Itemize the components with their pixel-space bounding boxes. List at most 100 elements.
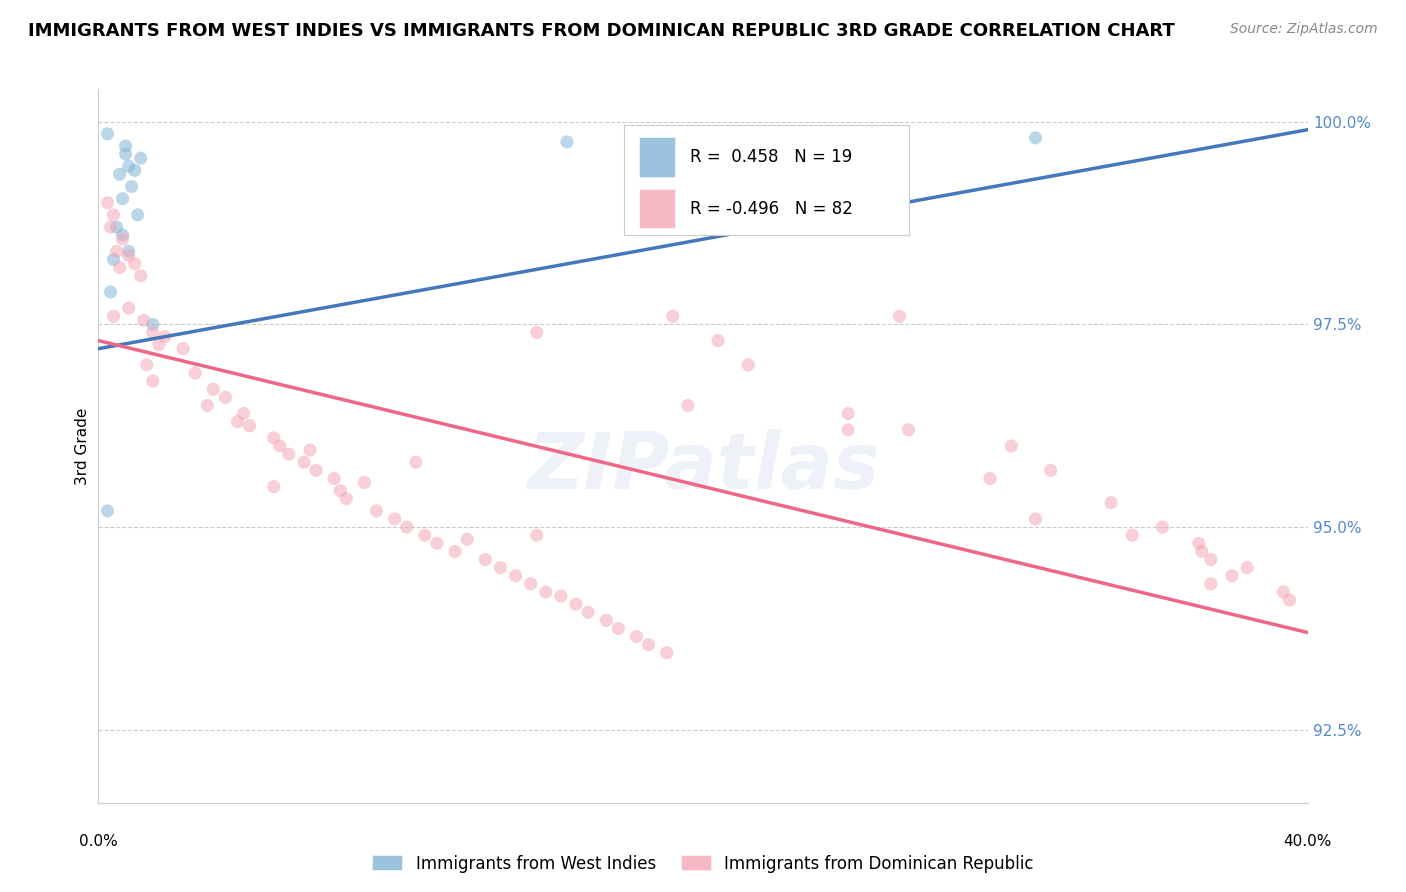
Point xyxy=(305,463,328,477)
Point xyxy=(405,455,427,469)
Point xyxy=(505,568,527,582)
Text: ZIPatlas: ZIPatlas xyxy=(527,429,879,506)
Point xyxy=(195,399,218,413)
Point xyxy=(111,232,134,246)
Point xyxy=(384,512,406,526)
Point xyxy=(323,471,346,485)
Point xyxy=(100,285,122,299)
Point xyxy=(1220,568,1243,582)
Point xyxy=(202,382,225,396)
Point xyxy=(103,208,125,222)
Point xyxy=(105,220,128,235)
Point xyxy=(1236,560,1258,574)
Point xyxy=(837,407,859,421)
Bar xyxy=(638,137,675,177)
Point xyxy=(707,334,730,348)
Point xyxy=(118,301,141,315)
Point xyxy=(1099,496,1122,510)
Point xyxy=(526,326,548,340)
Point xyxy=(96,195,118,210)
Point xyxy=(135,358,157,372)
Point xyxy=(103,252,125,267)
Point xyxy=(105,244,128,259)
Point xyxy=(214,390,236,404)
Point xyxy=(1272,585,1295,599)
Bar xyxy=(624,125,908,235)
Point xyxy=(565,597,588,611)
Point xyxy=(299,443,322,458)
Point xyxy=(595,613,617,627)
Point xyxy=(118,244,141,259)
Point xyxy=(737,358,759,372)
Point xyxy=(576,605,599,619)
Point xyxy=(1039,463,1062,477)
Point xyxy=(534,585,557,599)
Point xyxy=(114,139,136,153)
Point xyxy=(1188,536,1211,550)
Point xyxy=(456,533,478,547)
Point xyxy=(444,544,467,558)
Point xyxy=(239,418,262,433)
Point xyxy=(366,504,388,518)
Point xyxy=(226,415,249,429)
Point xyxy=(142,318,165,332)
Legend: Immigrants from West Indies, Immigrants from Dominican Republic: Immigrants from West Indies, Immigrants … xyxy=(366,848,1040,880)
Point xyxy=(118,248,141,262)
Point xyxy=(519,577,541,591)
Y-axis label: 3rd Grade: 3rd Grade xyxy=(75,408,90,484)
Point xyxy=(1152,520,1174,534)
Point xyxy=(1199,577,1222,591)
Point xyxy=(142,326,165,340)
Point xyxy=(172,342,194,356)
Point xyxy=(232,407,254,421)
Point xyxy=(626,630,648,644)
Point xyxy=(277,447,299,461)
Point xyxy=(1024,512,1046,526)
Bar xyxy=(638,189,675,228)
Point xyxy=(124,163,146,178)
Point xyxy=(655,646,678,660)
Point xyxy=(118,159,141,173)
Point xyxy=(96,504,118,518)
Point xyxy=(108,260,131,275)
Point xyxy=(550,589,572,603)
Point xyxy=(1000,439,1022,453)
Point xyxy=(353,475,375,490)
Point xyxy=(111,192,134,206)
Point xyxy=(124,256,146,270)
Point xyxy=(111,228,134,243)
Point xyxy=(555,135,578,149)
Point xyxy=(474,552,496,566)
Point xyxy=(1278,593,1301,607)
Point xyxy=(526,528,548,542)
Point xyxy=(607,622,630,636)
Point xyxy=(108,167,131,181)
Text: R = -0.496   N = 82: R = -0.496 N = 82 xyxy=(690,200,852,218)
Text: 0.0%: 0.0% xyxy=(79,834,118,849)
Point xyxy=(103,310,125,324)
Point xyxy=(127,208,149,222)
Point xyxy=(269,439,291,453)
Point xyxy=(100,220,122,235)
Point xyxy=(1121,528,1143,542)
Text: 40.0%: 40.0% xyxy=(1284,834,1331,849)
Point xyxy=(153,329,176,343)
Point xyxy=(1024,131,1046,145)
Point xyxy=(184,366,207,380)
Point xyxy=(413,528,436,542)
Point xyxy=(637,638,659,652)
Point xyxy=(142,374,165,388)
Point xyxy=(263,431,285,445)
Point xyxy=(114,147,136,161)
Point xyxy=(426,536,449,550)
Point xyxy=(129,151,152,165)
Point xyxy=(837,423,859,437)
Point xyxy=(335,491,357,506)
Point xyxy=(889,310,911,324)
Point xyxy=(676,399,699,413)
Point xyxy=(1199,552,1222,566)
Point xyxy=(662,310,685,324)
Point xyxy=(96,127,118,141)
Point xyxy=(979,471,1001,485)
Text: IMMIGRANTS FROM WEST INDIES VS IMMIGRANTS FROM DOMINICAN REPUBLIC 3RD GRADE CORR: IMMIGRANTS FROM WEST INDIES VS IMMIGRANT… xyxy=(28,22,1175,40)
